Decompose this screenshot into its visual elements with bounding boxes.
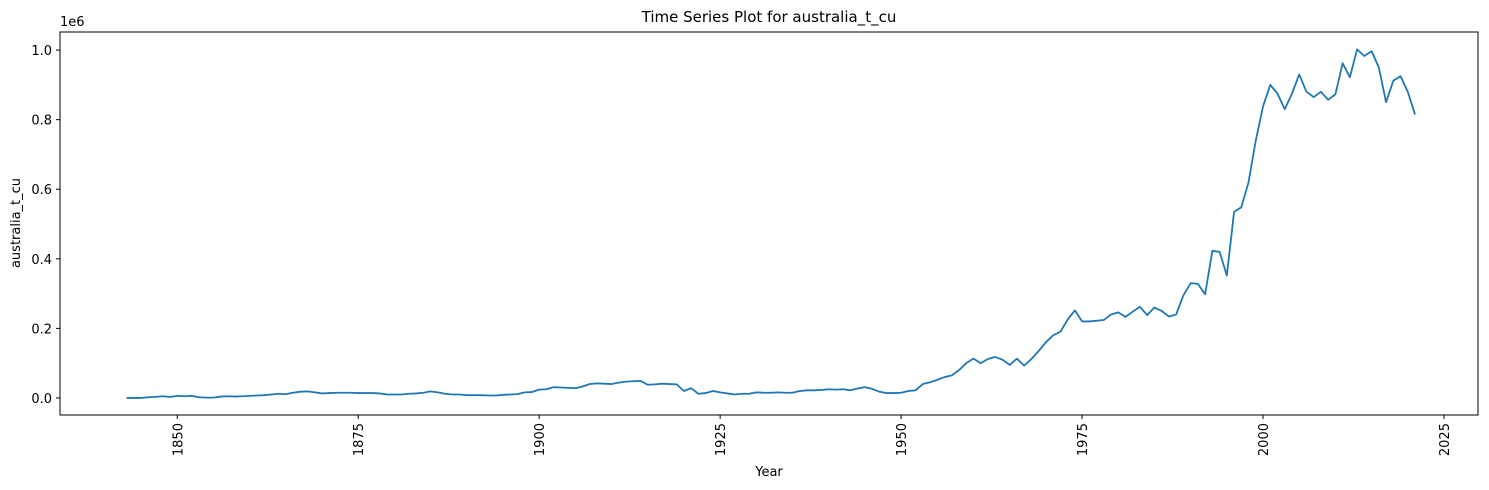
x-tick-label: 1900 — [533, 423, 548, 456]
y-axis-label: australia_t_cu — [9, 178, 24, 268]
x-tick-label: 1875 — [352, 423, 367, 456]
x-tick-label: 2000 — [1257, 423, 1272, 456]
y-tick-label: 0.6 — [31, 183, 52, 198]
y-tick-label: 1.0 — [31, 44, 52, 59]
x-tick-label: 1925 — [714, 423, 729, 456]
x-tick-label: 1950 — [895, 423, 910, 456]
plot-frame — [59, 31, 1479, 416]
y-tick-label: 0.8 — [31, 114, 52, 129]
y-tick-label: 0.0 — [31, 392, 52, 407]
y-tick-label: 0.2 — [31, 322, 52, 337]
chart-title: Time Series Plot for australia_t_cu — [641, 8, 897, 27]
x-tick-label: 2025 — [1438, 423, 1453, 456]
x-tick-label: 1975 — [1076, 423, 1091, 456]
y-tick-label: 0.4 — [31, 253, 52, 268]
data-line — [126, 48, 1416, 399]
x-tick-label: 1850 — [171, 423, 186, 456]
x-axis-label: Year — [754, 465, 783, 480]
offset-label: 1e6 — [60, 15, 85, 30]
